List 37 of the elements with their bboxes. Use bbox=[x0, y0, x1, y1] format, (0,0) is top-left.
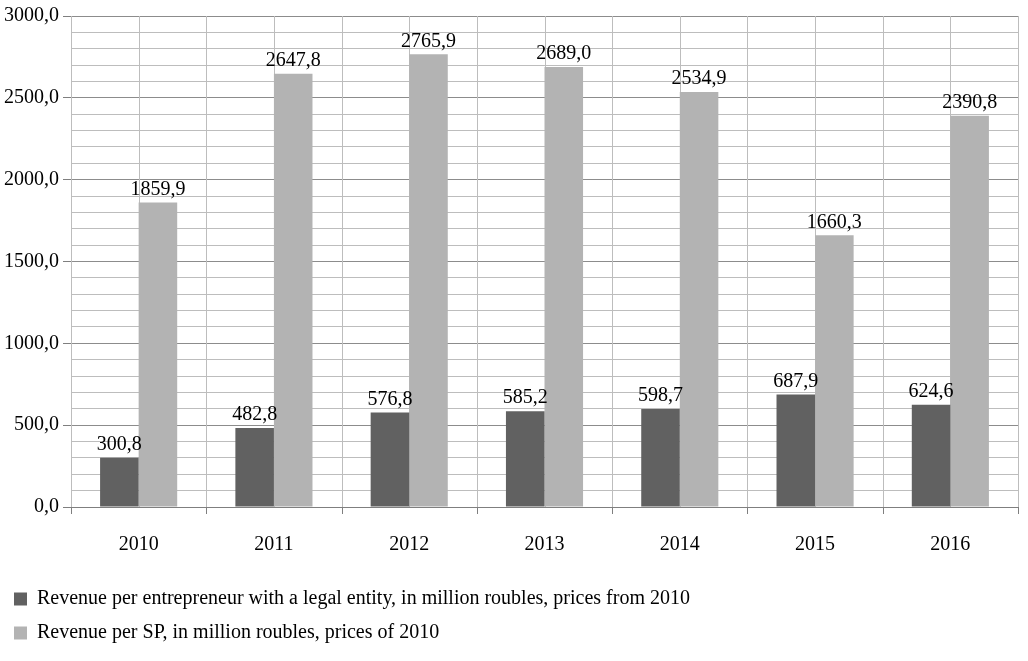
legend-label: Revenue per SP, in million roubles, prices of 2010 bbox=[37, 620, 440, 644]
x-tick-label: 2013 bbox=[524, 532, 565, 555]
data-label: 687,9 bbox=[773, 368, 819, 391]
data-label: 300,8 bbox=[96, 432, 142, 455]
bar bbox=[911, 404, 951, 507]
x-tick-label: 2011 bbox=[254, 532, 294, 555]
data-label: 2647,8 bbox=[265, 47, 321, 70]
bar bbox=[235, 427, 274, 507]
y-tick-label: 500,0 bbox=[14, 412, 59, 435]
data-label: 482,8 bbox=[232, 402, 278, 425]
y-tick-label: 2500,0 bbox=[4, 85, 59, 108]
y-tick-label: 1500,0 bbox=[4, 248, 59, 271]
bar bbox=[776, 394, 816, 507]
data-label: 2689,0 bbox=[536, 41, 592, 64]
bar bbox=[370, 412, 410, 507]
y-tick-label: 0,0 bbox=[34, 494, 59, 517]
data-label: 2765,9 bbox=[400, 28, 456, 51]
data-label: 624,6 bbox=[908, 379, 954, 402]
legend-label: Revenue per entrepreneur with a legal entity, in million roubles, prices from 2010 bbox=[37, 586, 690, 610]
bar bbox=[641, 409, 680, 507]
x-tick-label: 2014 bbox=[659, 532, 700, 555]
y-tick-label: 1000,0 bbox=[4, 330, 59, 353]
data-label: 585,2 bbox=[502, 385, 548, 408]
bar bbox=[100, 457, 139, 507]
data-label: 2534,9 bbox=[671, 66, 727, 89]
y-tick-label: 3000,0 bbox=[4, 3, 59, 26]
x-tick-label: 2016 bbox=[930, 532, 971, 555]
data-label: 1660,3 bbox=[806, 209, 862, 232]
x-tick-label: 2015 bbox=[795, 532, 836, 555]
x-tick-label: 2012 bbox=[389, 532, 430, 555]
y-tick-label: 2000,0 bbox=[4, 166, 59, 189]
bar bbox=[505, 411, 545, 507]
data-label: 576,8 bbox=[367, 386, 413, 409]
x-tick-label: 2010 bbox=[118, 532, 159, 555]
data-label: 1859,9 bbox=[130, 176, 186, 199]
data-label: 598,7 bbox=[638, 383, 684, 406]
data-label: 2390,8 bbox=[942, 89, 998, 112]
